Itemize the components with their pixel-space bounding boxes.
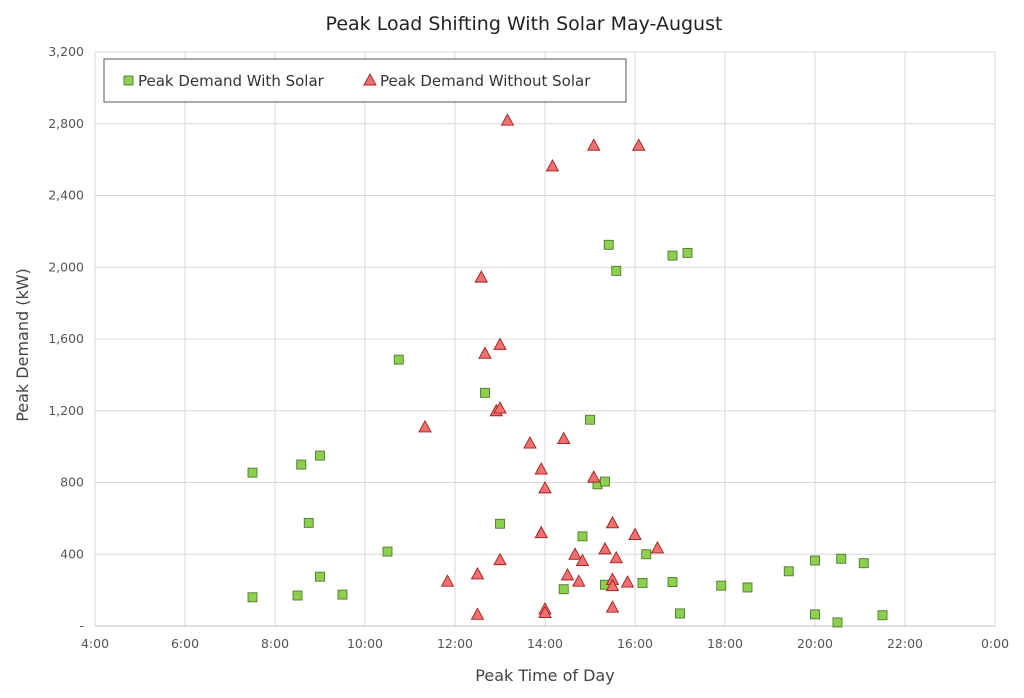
x-tick-label: 20:00 [797, 636, 833, 651]
y-axis-label: Peak Demand (kW) [13, 268, 32, 422]
chart-title: Peak Load Shifting With Solar May-August [326, 13, 723, 35]
point-without-solar [545, 158, 560, 172]
y-tick-label: 1,200 [48, 403, 84, 418]
point-with-solar [393, 354, 404, 365]
x-tick-label: 22:00 [887, 636, 923, 651]
point-with-solar [577, 531, 588, 542]
x-tick-label: 12:00 [437, 636, 473, 651]
point-with-solar [810, 555, 820, 566]
data-points [247, 113, 888, 628]
point-with-solar [495, 518, 505, 529]
x-axis-label: Peak Time of Day [475, 666, 614, 685]
point-without-solar [523, 436, 537, 449]
point-with-solar [480, 387, 490, 398]
point-with-solar [303, 517, 314, 528]
point-without-solar [568, 547, 582, 560]
tick-labels: 4:00 6:00 8:00 10:00 12:00 14:00 16:00 18:00 20:… [48, 44, 1009, 651]
point-with-solar [810, 609, 820, 620]
point-with-solar [641, 549, 652, 560]
point-without-solar [538, 480, 552, 494]
point-without-solar [500, 113, 515, 126]
point-without-solar [493, 401, 507, 414]
point-without-solar [605, 515, 620, 529]
point-with-solar [337, 589, 348, 600]
legend: Peak Demand With Solar Peak Demand Witho… [103, 58, 627, 103]
point-with-solar [315, 450, 325, 461]
point-without-solar [605, 578, 620, 592]
point-without-solar [650, 541, 665, 554]
point-without-solar [478, 346, 492, 359]
point-with-solar [783, 566, 794, 577]
x-tick-label: 10:00 [347, 636, 383, 651]
point-with-solar [315, 571, 325, 582]
point-with-solar [877, 610, 888, 621]
y-tick-label: - [79, 618, 84, 633]
y-tick-label: 2,800 [48, 116, 84, 131]
y-tick-label: 1,600 [48, 331, 84, 346]
point-without-solar [534, 525, 549, 539]
point-without-solar [534, 462, 549, 475]
point-with-solar [296, 459, 307, 470]
point-with-solar [716, 580, 727, 591]
point-without-solar [493, 337, 507, 350]
point-with-solar [742, 582, 753, 593]
point-without-solar [418, 419, 432, 433]
point-with-solar [682, 247, 693, 258]
gridlines [94, 51, 996, 627]
point-with-solar [836, 553, 847, 564]
point-with-solar [382, 546, 393, 557]
legend-label-with-solar: Peak Demand With Solar [138, 72, 325, 90]
y-tick-label: 800 [60, 475, 84, 490]
y-tick-label: 2,000 [48, 259, 84, 274]
legend-box [103, 58, 627, 103]
legend-label-without-solar: Peak Demand Without Solar [380, 72, 591, 90]
legend-marker-without-solar [363, 73, 377, 86]
point-with-solar [600, 476, 610, 487]
point-without-solar [609, 550, 624, 564]
x-tick-label: 14:00 [527, 636, 563, 651]
point-without-solar [538, 605, 552, 618]
point-without-solar [631, 138, 646, 151]
point-with-solar [247, 592, 258, 603]
point-with-solar [667, 250, 678, 261]
point-with-solar [637, 578, 648, 588]
point-with-solar [832, 617, 843, 628]
point-with-solar [667, 577, 678, 588]
x-tick-label: 18:00 [707, 636, 743, 651]
point-with-solar [611, 265, 622, 276]
point-with-solar [858, 558, 869, 569]
point-without-solar [474, 270, 489, 283]
point-without-solar [586, 138, 601, 151]
point-with-solar [585, 414, 595, 425]
point-without-solar [560, 567, 575, 581]
y-tick-label: 3,200 [48, 44, 84, 59]
point-with-solar [558, 584, 569, 595]
point-without-solar [586, 470, 601, 483]
x-tick-label: 0:00 [981, 636, 1009, 651]
x-tick-label: 8:00 [261, 636, 289, 651]
point-with-solar [675, 608, 685, 619]
point-with-solar [603, 239, 614, 250]
y-tick-label: 2,400 [48, 188, 84, 203]
x-tick-label: 4:00 [81, 636, 109, 651]
point-without-solar [605, 600, 620, 613]
point-without-solar [575, 553, 590, 566]
point-without-solar [440, 574, 455, 587]
point-without-solar [493, 552, 507, 566]
point-without-solar [628, 527, 642, 540]
point-without-solar [556, 431, 571, 445]
point-without-solar [470, 567, 485, 580]
point-without-solar [598, 541, 612, 555]
point-with-solar [247, 467, 258, 478]
point-without-solar [571, 574, 586, 587]
x-tick-label: 16:00 [617, 636, 653, 651]
point-without-solar [470, 607, 485, 620]
legend-marker-with-solar [123, 75, 134, 86]
y-tick-label: 400 [60, 546, 84, 561]
x-tick-label: 6:00 [171, 636, 199, 651]
point-with-solar [292, 590, 303, 601]
point-without-solar [620, 575, 635, 588]
